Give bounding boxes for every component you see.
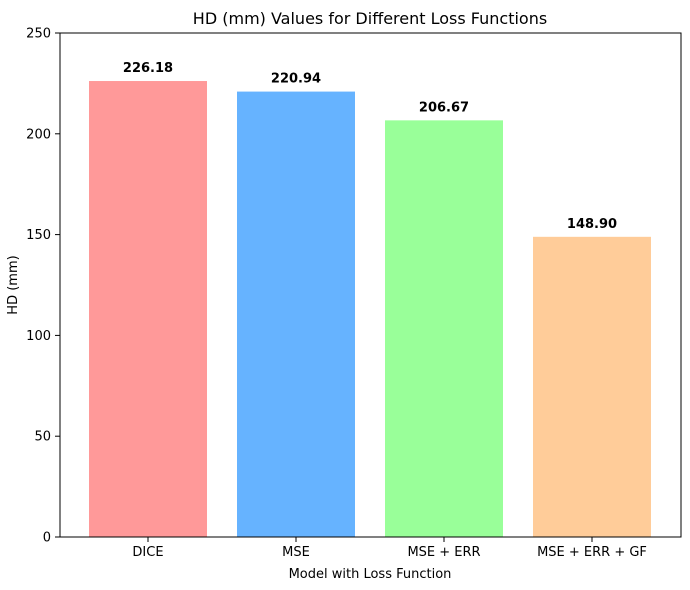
- plot-area: 226.18 DICE 220.94 MSE 206.67 MSE + ERR 148.90…: [26, 27, 682, 560]
- x-tick-label-2: MSE: [282, 545, 310, 560]
- x-tick-label-4: MSE + ERR + GF: [537, 545, 647, 560]
- y-axis-label: HD (mm): [6, 255, 21, 314]
- data-label-1: 226.18: [123, 61, 173, 76]
- y-tick-label-5: 200: [26, 127, 51, 142]
- x-axis-label: Model with Loss Function: [289, 567, 452, 582]
- bar-2: [237, 91, 355, 537]
- data-label-2: 220.94: [271, 72, 321, 87]
- y-tick-label-3: 100: [26, 329, 51, 344]
- x-tick-label-3: MSE + ERR: [407, 545, 480, 560]
- y-tick-label-2: 50: [34, 430, 51, 445]
- y-tick-label-4: 150: [26, 228, 51, 243]
- bar-3: [385, 120, 503, 538]
- y-tick-label-1: 0: [43, 531, 51, 546]
- data-label-3: 206.67: [419, 100, 469, 115]
- bar-1: [89, 81, 207, 537]
- bar-4: [533, 236, 651, 537]
- data-label-4: 148.90: [567, 217, 617, 232]
- y-tick-label-6: 250: [26, 27, 51, 42]
- chart-title: HD (mm) Values for Different Loss Functi…: [193, 9, 547, 28]
- axes-frame: [59, 32, 682, 538]
- x-tick-label-1: DICE: [132, 545, 163, 560]
